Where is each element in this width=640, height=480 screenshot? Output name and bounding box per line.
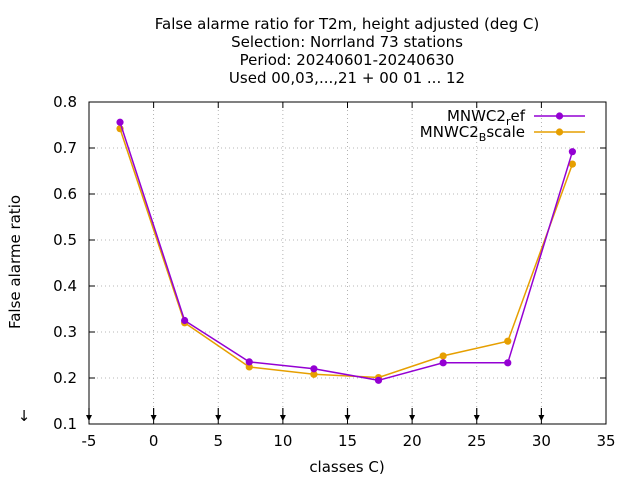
axis-marker-head [473,415,480,421]
y-axis-label: False alarme ratio [6,195,24,329]
legend-label: MNWC2Bscale [420,123,525,144]
x-tick-label: 30 [532,432,551,450]
axis-marker-head [86,415,92,421]
y-tick-label: 0.3 [53,323,77,341]
data-point [310,370,318,378]
data-point [374,376,383,384]
x-tick-label: 0 [149,432,159,450]
data-point [568,148,576,156]
chart-title-line: Selection: Norrland 73 stations [231,33,463,51]
y-tick-label: 0.4 [53,277,77,295]
x-tick-label: 25 [467,432,486,450]
y-tick-label: 0.6 [53,185,77,203]
x-tick-label: 10 [273,432,292,450]
chart-title-line: False alarme ratio for T2m, height adjus… [155,15,540,33]
y-tick-label: 0.5 [53,231,77,249]
chart-title-line: Period: 20240601-20240630 [240,51,455,69]
x-tick-label: 5 [213,432,223,450]
data-point [504,337,512,345]
axis-marker-head [409,415,416,421]
y-tick-label: 0.7 [53,139,77,157]
chart-title-line: Used 00,03,...,21 + 00 01 ... 12 [229,69,465,87]
data-point [439,352,447,360]
axis-marker-head [538,415,545,421]
chart-title: False alarme ratio for T2m, height adjus… [155,15,540,87]
x-axis-label: classes C) [309,458,384,476]
data-point [245,363,253,371]
axis-marker-head [279,415,286,421]
axis-marker-head [215,415,222,421]
data-point [504,359,512,367]
x-tick-label: -5 [82,432,97,450]
data-point [310,365,318,373]
y-tick-label: 0.1 [53,415,77,433]
data-point [439,359,447,367]
data-point [116,118,124,126]
axis-marker-head [344,415,351,421]
legend-marker [555,112,564,120]
series-line [119,128,574,379]
y-tick-label: 0.2 [53,369,77,387]
legend-marker [555,128,564,136]
series-line [119,121,574,382]
legend-label: MNWC2ref [447,107,526,128]
axis-ticks: -5 0 5 10 15 20 25 30 35 0.1 0.2 0.3 0.4 0.5 0.6 0.7 0.8 [53,93,615,450]
x-tick-label: 15 [338,432,357,450]
y-tick-label: 0.8 [53,93,77,111]
data-point [245,358,253,366]
x-tick-label: 20 [403,432,422,450]
series [116,118,576,384]
x-tick-label: 35 [596,432,615,450]
data-point [181,316,189,325]
axis-markers: ↓ [18,407,545,425]
data-point [568,160,576,168]
axis-marker-arrow: ↓ [18,407,31,425]
axis-marker-head [150,415,157,421]
